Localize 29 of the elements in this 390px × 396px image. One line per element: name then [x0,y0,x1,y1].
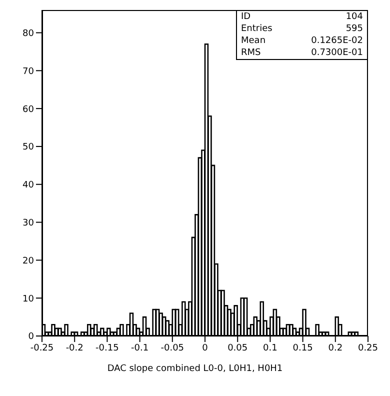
y-tick-label: 60 [22,104,34,115]
annotation: ID [241,12,251,22]
x-tick-label: 0.25 [358,343,378,354]
x-tick-label: -0.2 [66,343,84,354]
x-tick-label: -0.05 [160,343,184,354]
y-tick-label: 50 [22,142,34,153]
annotation: RMS [241,48,261,58]
x-tick-label: 0 [202,343,208,354]
x-tick-label: -0.25 [30,343,54,354]
annotation: Mean [241,36,266,46]
annotation: 104 [346,12,363,22]
x-tick-label: 0.1 [263,343,278,354]
x-tick-label: -0.15 [96,343,119,354]
y-tick-label: 0 [28,332,34,342]
y-tick-label: 80 [22,28,34,39]
y-tick-label: 10 [22,294,34,304]
y-tick-label: 20 [22,256,34,266]
x-tick-label: 0.2 [328,343,343,354]
y-tick-label: 70 [22,66,34,77]
x-axis-title: DAC slope combined L0-0, L0H1, H0H1 [106,364,284,374]
x-tick-label: 0.15 [292,343,313,354]
annotation: 595 [346,24,363,34]
annotation: Entries [241,24,272,34]
x-tick-label: -0.1 [131,343,149,354]
x-tick-label: 0.05 [228,343,248,354]
annotation: 0.7300E-01 [311,48,363,58]
y-tick-label: 30 [22,218,34,228]
y-tick-label: 40 [22,180,34,191]
annotation: 0.1265E-02 [311,36,363,46]
